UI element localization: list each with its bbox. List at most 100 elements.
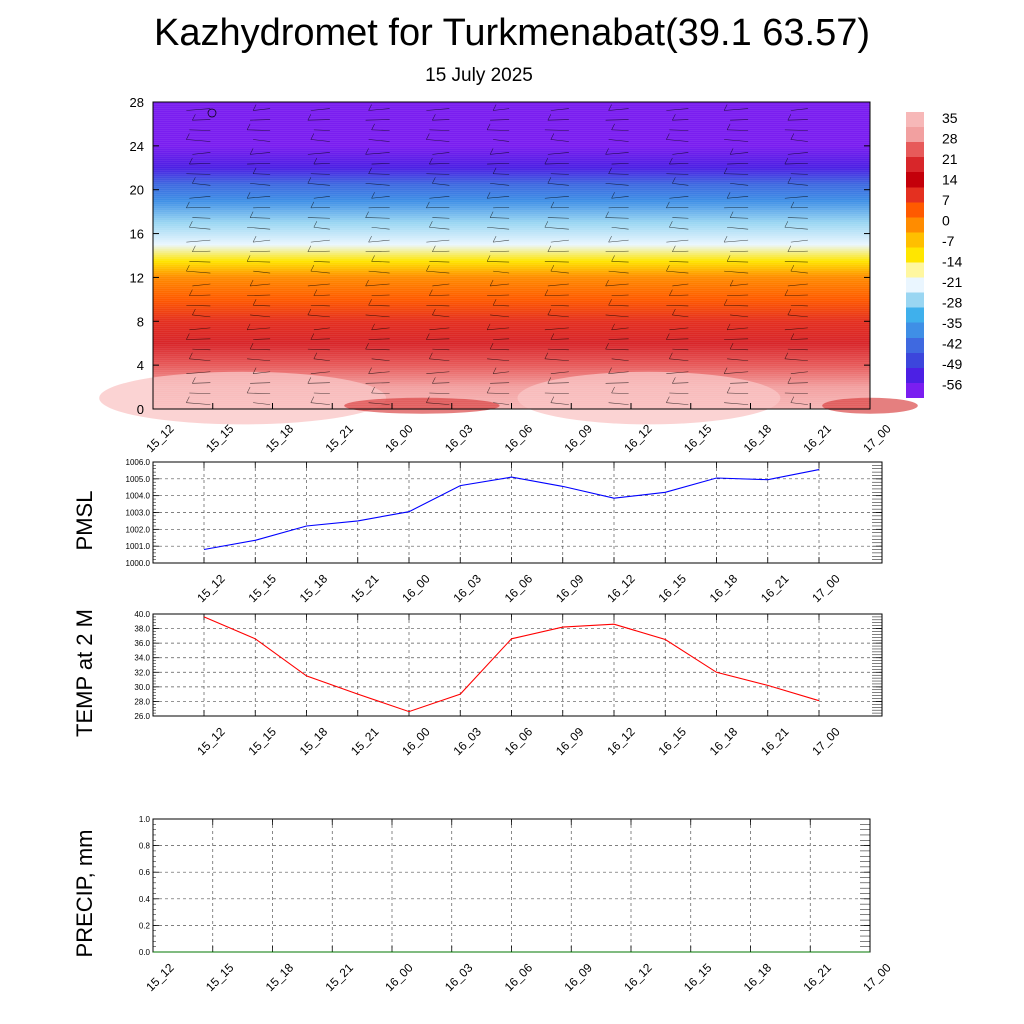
heatmap-y-tick-label: 4 (137, 358, 144, 373)
y-axis-title: TEMP at 2 M (72, 609, 97, 737)
heatmap-y-tick-label: 16 (130, 227, 144, 242)
wind-barb (724, 402, 749, 405)
wind-barb-flag (544, 221, 549, 228)
wind-barb (247, 196, 271, 199)
wind-barb-flag (365, 211, 369, 218)
colorbar-label: -21 (942, 274, 962, 290)
wind-barb-flag (611, 386, 615, 394)
y-tick-label: 1001.0 (126, 542, 151, 551)
wind-barb (310, 239, 330, 243)
wind-barb (253, 239, 271, 243)
chart-title: Kazhydromet for Turkmenabat(39.1 63.57) (153, 12, 871, 54)
wind-barb (605, 217, 629, 219)
wind-barb (186, 402, 211, 405)
wind-barb-flag (426, 201, 430, 209)
wind-barb (247, 392, 271, 394)
wind-barb-flag (489, 211, 494, 218)
wind-barb-flag (669, 289, 673, 296)
y-tick-label: 40.0 (134, 610, 150, 619)
y-tick-label: 36.0 (134, 639, 150, 648)
wind-barb (608, 371, 629, 374)
heatmap-y-tick-label: 12 (130, 270, 144, 285)
wind-barb-flag (486, 123, 491, 130)
wind-barb (432, 152, 450, 155)
wind-barb (189, 196, 211, 199)
wind-barb (429, 261, 450, 263)
wind-barb (250, 348, 271, 351)
wind-barb (313, 226, 330, 230)
wind-barb (189, 392, 211, 394)
wind-barb-flag (790, 396, 795, 403)
wind-barb (787, 283, 808, 287)
y-tick-label: 38.0 (134, 625, 150, 634)
wind-barb-flag (544, 352, 549, 359)
wind-barb (426, 173, 450, 175)
wind-barb (307, 382, 330, 384)
wind-barb-flag (186, 396, 190, 403)
wind-barb (547, 250, 569, 253)
x-tick-label: 16_15 (681, 960, 715, 994)
wind-barb-flag (426, 396, 430, 403)
wind-barb (727, 261, 749, 263)
wind-barb (429, 196, 450, 199)
wind-barb-flag (252, 235, 257, 243)
wind-barb (724, 338, 749, 340)
wind-barb-flag (723, 104, 728, 111)
y-tick-label: 32.0 (134, 668, 150, 677)
wind-barb (487, 129, 510, 131)
wind-barb (544, 358, 569, 362)
x-tick-label: 15_12 (194, 724, 228, 758)
wind-barb-flag (252, 367, 257, 374)
wind-barb (189, 261, 211, 263)
wind-barb-flag (192, 377, 196, 384)
wind-barb (544, 163, 569, 165)
wind-barb (666, 402, 689, 405)
x-tick-label: 15_21 (322, 960, 356, 994)
heatmap-x-tick-label: 16_15 (681, 421, 715, 455)
y-tick-label: 0.0 (139, 948, 151, 957)
wind-barb (247, 226, 271, 230)
wind-barb (611, 327, 629, 331)
wind-barb-flag (249, 279, 254, 287)
wind-barb (605, 283, 629, 287)
wind-barb-flag (307, 377, 312, 384)
wind-barb-flag (492, 299, 497, 306)
wind-barb (544, 294, 569, 296)
wind-barb (608, 239, 629, 243)
wind-barb-flag (787, 114, 792, 121)
wind-barb (192, 119, 211, 121)
wind-barb-flag (365, 148, 369, 155)
wind-barb-flag (605, 211, 609, 218)
wind-barb (365, 250, 390, 253)
wind-barb (727, 226, 749, 230)
x-tick-label: 16_12 (604, 724, 638, 758)
wind-barb-flag (605, 343, 609, 350)
wind-barb (490, 382, 510, 384)
wind-barb-flag (608, 167, 612, 174)
wind-barb (724, 108, 749, 111)
wind-barb-flag (186, 133, 190, 140)
wind-barb-flag (429, 289, 433, 296)
wind-barb-flag (608, 104, 612, 111)
wind-barb (611, 163, 629, 165)
chart-subtitle: 15 July 2025 (425, 65, 533, 86)
wind-barb (727, 327, 749, 331)
wind-barb-flag (729, 148, 734, 155)
wind-barb-flag (550, 264, 555, 272)
x-tick-label: 15_21 (348, 724, 382, 758)
wind-barb-flag (486, 192, 491, 199)
wind-barb-flag (368, 299, 372, 306)
wind-barb-flag (307, 114, 312, 121)
wind-barb (493, 108, 510, 111)
wind-barb (186, 270, 211, 274)
wind-barb-flag (669, 352, 673, 359)
wind-barb-flag (252, 167, 257, 174)
y-tick-label: 1.0 (139, 815, 151, 824)
wind-barb-flag (426, 333, 430, 340)
wind-barb (186, 206, 211, 209)
wind-barb (247, 129, 271, 131)
wind-barb-flag (723, 235, 728, 243)
wind-barb-flag (429, 157, 433, 165)
wind-barb-flag (787, 245, 792, 252)
